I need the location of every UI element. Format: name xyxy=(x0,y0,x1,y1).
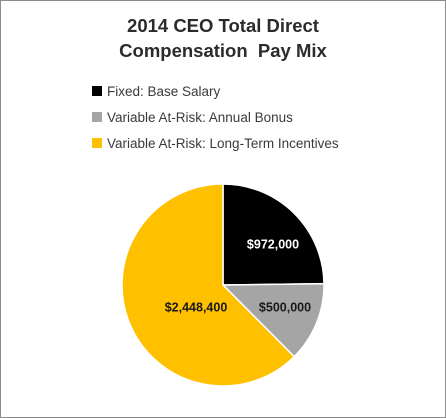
legend-swatch-annual-bonus xyxy=(92,112,102,122)
legend-label-base-salary: Fixed: Base Salary xyxy=(107,83,221,99)
pie-slice-long-term-incentives xyxy=(121,183,296,387)
chart-legend: Fixed: Base Salary Variable At-Risk: Ann… xyxy=(92,78,339,156)
chart-title-line-2: Compensation Pay Mix xyxy=(119,40,327,61)
chart-title-line-1: 2014 CEO Total Direct xyxy=(127,15,319,36)
data-label-annual-bonus: $500,000 xyxy=(259,300,311,314)
data-label-base-salary: $972,000 xyxy=(247,237,299,251)
chart-title: 2014 CEO Total Direct Compensation Pay M… xyxy=(1,13,445,63)
pie-slice-base-salary xyxy=(222,183,325,286)
legend-swatch-long-term-incentives xyxy=(92,138,102,148)
data-label-long-term-incentives: $2,448,400 xyxy=(165,300,228,314)
pie-slice-annual-bonus xyxy=(221,282,325,358)
legend-swatch-base-salary xyxy=(92,86,102,96)
legend-label-annual-bonus: Variable At-Risk: Annual Bonus xyxy=(107,109,293,125)
legend-item-long-term-incentives: Variable At-Risk: Long-Term Incentives xyxy=(92,130,339,156)
legend-item-base-salary: Fixed: Base Salary xyxy=(92,78,339,104)
legend-item-annual-bonus: Variable At-Risk: Annual Bonus xyxy=(92,104,339,130)
legend-label-long-term-incentives: Variable At-Risk: Long-Term Incentives xyxy=(107,135,339,151)
